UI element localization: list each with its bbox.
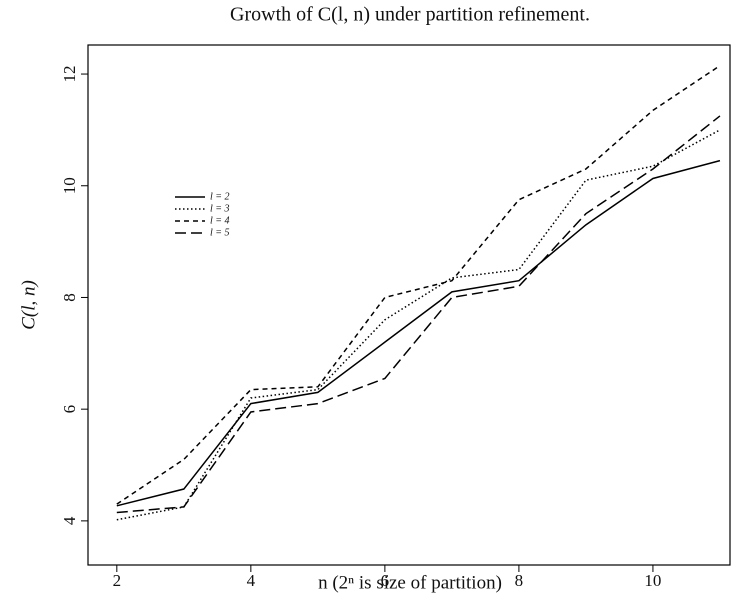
y-tick-label: 6 — [60, 405, 79, 414]
x-tick-label: 10 — [644, 571, 661, 590]
y-tick-label: 8 — [60, 293, 79, 302]
x-tick-label: 2 — [113, 571, 122, 590]
x-tick-label: 4 — [247, 571, 256, 590]
chart-title: Growth of C(l, n) under partition refine… — [230, 4, 590, 26]
y-tick-label: 12 — [60, 66, 79, 83]
y-tick-label: 10 — [60, 177, 79, 194]
legend-label: l = 3 — [210, 203, 230, 214]
y-tick-label: 4 — [60, 516, 79, 525]
series-line — [116, 159, 721, 507]
x-axis-label: n (2ⁿ is size of partition) — [318, 572, 502, 593]
x-tick-label: 6 — [381, 571, 390, 590]
x-tick-label: 8 — [515, 571, 524, 590]
legend-label: l = 2 — [210, 191, 230, 202]
legend-label: l = 4 — [210, 215, 230, 226]
plot-frame — [87, 44, 731, 566]
y-axis-label: C(l, n) — [18, 280, 39, 330]
series-line — [116, 65, 721, 505]
series-line — [116, 115, 721, 514]
legend-label: l = 5 — [210, 227, 230, 238]
series-line — [116, 129, 721, 521]
